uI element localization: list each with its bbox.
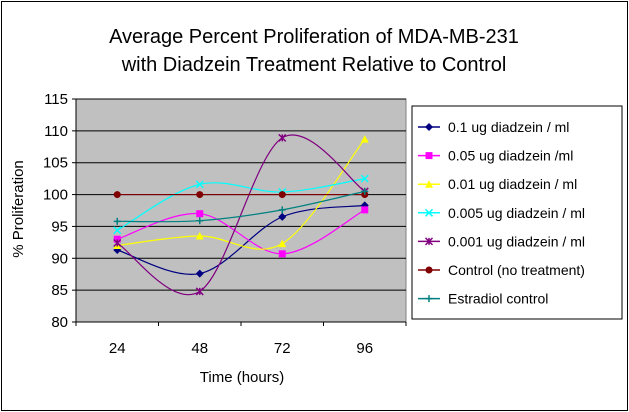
plot-area xyxy=(75,98,407,323)
x-tick-label: 48 xyxy=(191,340,208,357)
axes: 80 85 90 95 100 105 110 115 24 48 72 96 xyxy=(43,91,407,357)
y-tick-label: 100 xyxy=(43,187,68,204)
marker-star xyxy=(195,287,204,296)
series-line xyxy=(117,204,365,275)
marker-square xyxy=(113,235,121,243)
series-4 xyxy=(113,174,369,235)
y-tick-label: 90 xyxy=(51,250,68,267)
marker-circle xyxy=(278,191,286,199)
legend: 0.1 ug diadzein / ml 0.05 ug diadzein /ml… xyxy=(411,105,623,320)
series-line xyxy=(117,190,365,223)
legend-label: 0.005 ug diadzein / ml xyxy=(448,205,585,221)
y-axis-title: % Proliferation xyxy=(10,160,27,258)
marker-plus xyxy=(425,295,433,303)
marker-circle xyxy=(425,266,433,274)
legend-label: 0.01 ug diadzein / ml xyxy=(448,176,577,192)
legend-label: Control (no treatment) xyxy=(448,262,585,278)
marker-square xyxy=(278,250,286,258)
series-line xyxy=(117,209,366,255)
marker-diamond xyxy=(195,269,204,278)
legend-item: 0.01 ug diadzein / ml xyxy=(418,176,577,192)
legend-label: 0.1 ug diadzein / ml xyxy=(448,119,569,135)
legend-box xyxy=(411,105,623,320)
x-tick-label: 24 xyxy=(109,340,126,357)
x-tick-label: 96 xyxy=(356,340,373,357)
marker-triangle xyxy=(195,231,204,240)
marker-square xyxy=(196,210,204,218)
series-7 xyxy=(113,187,369,225)
y-tick-label: 80 xyxy=(51,314,68,331)
marker-triangle xyxy=(278,239,287,248)
series-2 xyxy=(113,206,369,258)
marker-star xyxy=(113,238,122,248)
legend-label: Estradiol control xyxy=(448,291,548,307)
marker-plus xyxy=(278,206,286,214)
y-tick-label: 105 xyxy=(43,155,68,172)
marker-x xyxy=(195,180,204,189)
marker-x xyxy=(360,174,369,183)
marker-square xyxy=(361,206,369,214)
chart-title-line-2: with Diadzein Treatment Relative to Cont… xyxy=(121,54,507,76)
legend-item: Estradiol control xyxy=(418,291,548,307)
marker-star xyxy=(424,237,434,246)
series-line xyxy=(116,178,365,231)
x-axis-title: Time (hours) xyxy=(200,369,284,386)
legend-item: 0.005 ug diadzein / ml xyxy=(418,205,585,221)
marker-circle xyxy=(196,191,204,199)
chart-title-line-1: Average Percent Proliferation of MDA-MB-… xyxy=(109,26,519,48)
marker-plus xyxy=(361,187,369,195)
y-tick-label: 95 xyxy=(51,218,68,235)
x-tick-label: 72 xyxy=(274,340,291,357)
legend-item: 0.1 ug diadzein / ml xyxy=(418,119,569,135)
y-tick-label: 85 xyxy=(51,282,68,299)
marker-plus xyxy=(113,217,121,225)
marker-star xyxy=(278,133,287,142)
marker-diamond xyxy=(278,212,287,221)
plot-background xyxy=(75,98,407,323)
legend-label: 0.05 ug diadzein /ml xyxy=(448,148,573,164)
marker-diamond xyxy=(425,123,433,131)
y-tick-label: 110 xyxy=(44,123,68,140)
marker-triangle xyxy=(425,180,433,188)
marker-circle xyxy=(113,191,121,199)
series-layer xyxy=(113,133,369,296)
marker-x xyxy=(113,226,122,235)
marker-triangle xyxy=(360,135,369,143)
legend-item: 0.001 ug diadzein / ml xyxy=(418,233,585,249)
marker-plus xyxy=(196,217,204,225)
marker-x xyxy=(424,208,434,217)
y-tick-label: 115 xyxy=(44,91,68,108)
legend-item: Control (no treatment) xyxy=(418,262,585,278)
legend-label: 0.001 ug diadzein / ml xyxy=(448,233,585,249)
marker-square xyxy=(425,152,433,160)
series-line xyxy=(116,134,366,296)
series-6 xyxy=(113,191,369,199)
legend-item: 0.05 ug diadzein /ml xyxy=(418,148,573,164)
